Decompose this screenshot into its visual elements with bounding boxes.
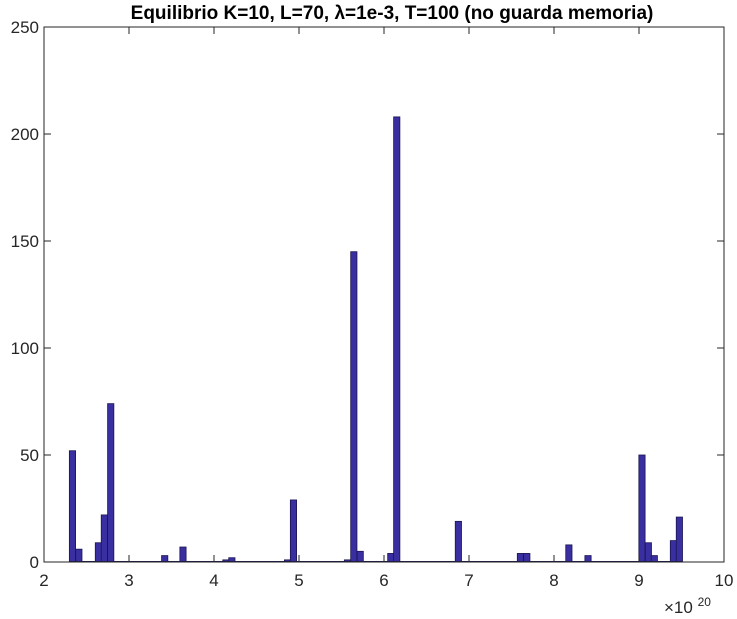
histogram-bar-13 xyxy=(356,550,364,563)
histogram-bar-17 xyxy=(516,553,524,563)
histogram-bar-16 xyxy=(454,520,462,563)
x-tick-label: 3 xyxy=(124,571,133,590)
y-tick-label: 250 xyxy=(11,18,39,37)
histogram-bar-18 xyxy=(523,553,531,563)
x-axis-exponent: ×10 20 xyxy=(664,595,711,617)
histogram-bar-14 xyxy=(387,553,395,563)
histogram-bar-2 xyxy=(94,542,102,563)
histogram-bar-6 xyxy=(179,546,187,563)
histogram-bar-10 xyxy=(289,499,298,563)
y-tick-label: 0 xyxy=(30,553,39,572)
x-tick-label: 2 xyxy=(39,571,48,590)
histogram-bar-4 xyxy=(107,403,115,563)
chart-title: Equilibrio K=10, L=70, λ=1e-3, T=100 (no… xyxy=(131,3,654,24)
x-tick-label: 7 xyxy=(464,571,473,590)
histogram-bar-3 xyxy=(100,514,108,563)
x-axis-exponent-power: 20 xyxy=(698,595,712,609)
histogram-bar-25 xyxy=(675,516,683,563)
histogram-bar-0 xyxy=(68,450,76,563)
y-tick-label: 50 xyxy=(20,446,39,465)
x-tick-label: 8 xyxy=(549,571,558,590)
y-tick-label: 150 xyxy=(11,232,39,251)
x-tick-label: 6 xyxy=(379,571,388,590)
histogram-bar-15 xyxy=(393,116,401,563)
histogram-bar-19 xyxy=(565,544,573,563)
x-tick-label: 9 xyxy=(634,571,643,590)
x-tick-label: 10 xyxy=(715,571,734,590)
histogram-bar-21 xyxy=(638,454,646,563)
histogram-bar-1 xyxy=(75,548,83,563)
histogram-bar-12 xyxy=(350,251,358,563)
x-tick-label: 5 xyxy=(294,571,303,590)
histogram-bar-24 xyxy=(669,540,677,563)
x-axis-exponent-base: ×10 xyxy=(664,598,693,617)
histogram-bar-22 xyxy=(644,542,652,563)
bars-layer xyxy=(68,116,683,563)
y-tick-label: 100 xyxy=(11,339,39,358)
x-tick-label: 4 xyxy=(209,571,218,590)
y-tick-label: 200 xyxy=(11,125,39,144)
axes-box xyxy=(43,26,725,563)
